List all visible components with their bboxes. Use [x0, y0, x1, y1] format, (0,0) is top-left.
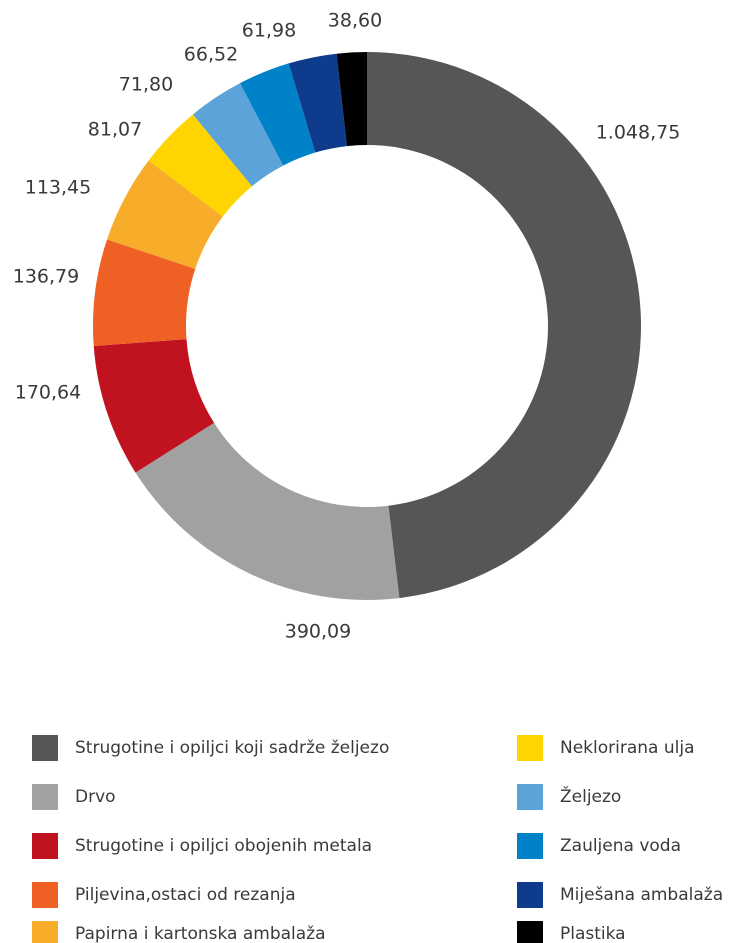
legend-swatch	[32, 735, 58, 761]
value-label: 71,80	[119, 74, 173, 96]
legend-label: Strugotine i opiljci koji sadrže željezo	[75, 738, 389, 758]
legend-label: Piljevina,ostaci od rezanja	[75, 885, 296, 905]
legend-label: Željezo	[560, 785, 621, 807]
legend-label: Strugotine i opiljci obojenih metala	[75, 836, 372, 856]
value-label: 390,09	[285, 621, 351, 643]
donut-slice	[135, 422, 400, 600]
donut-slice	[192, 83, 284, 187]
legend-swatch	[517, 833, 543, 859]
legend-label: Miješana ambalaža	[560, 885, 723, 905]
donut-slice	[367, 52, 641, 599]
legend-swatch	[32, 921, 58, 943]
value-label: 170,64	[15, 382, 81, 404]
legend-swatch	[517, 735, 543, 761]
value-label: 38,60	[328, 10, 382, 32]
value-label: 81,07	[88, 119, 142, 141]
legend-swatch	[517, 882, 543, 908]
value-label: 113,45	[25, 177, 91, 199]
donut-slice	[336, 52, 367, 147]
donut-slice	[148, 114, 252, 217]
legend-label: Plastika	[560, 924, 626, 943]
donut-slice	[240, 63, 316, 166]
donut-slice	[288, 53, 347, 153]
value-label: 1.048,75	[596, 122, 681, 144]
donut-slice	[93, 239, 196, 346]
legend-swatch	[32, 882, 58, 908]
legend-label: Zauljena voda	[560, 836, 681, 856]
legend-swatch	[517, 784, 543, 810]
value-label: 66,52	[184, 44, 238, 66]
donut-slice	[93, 339, 215, 473]
legend-swatch	[32, 784, 58, 810]
donut-slice	[107, 160, 223, 269]
legend-label: Neklorirana ulja	[560, 738, 695, 758]
legend-label: Papirna i kartonska ambalaža	[75, 924, 326, 943]
legend-swatch	[517, 921, 543, 943]
legend-swatch	[32, 833, 58, 859]
value-label: 61,98	[242, 20, 296, 42]
value-label: 136,79	[13, 266, 79, 288]
legend-label: Drvo	[75, 787, 116, 807]
